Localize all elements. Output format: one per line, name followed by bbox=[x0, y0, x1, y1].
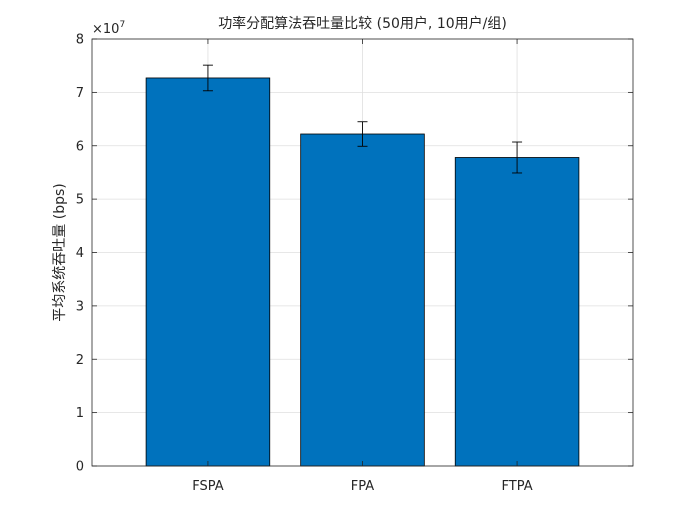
y-tick-label: 4 bbox=[76, 246, 84, 261]
y-tick-label: 7 bbox=[76, 86, 84, 101]
y-tick-label: 8 bbox=[76, 33, 84, 48]
axis-ticks bbox=[92, 38, 633, 467]
x-tick-label: FSPA bbox=[192, 479, 224, 494]
error-bar-ftpa bbox=[512, 141, 523, 174]
y-tick-label: 3 bbox=[76, 299, 84, 314]
y-axis-exponent: ×107 bbox=[92, 20, 125, 37]
bar-fspa bbox=[145, 77, 271, 467]
bar-series bbox=[145, 77, 580, 467]
x-tick-label: FPA bbox=[351, 479, 374, 494]
error-bar-fpa bbox=[357, 121, 368, 147]
y-tick-label: 1 bbox=[76, 406, 84, 421]
error-bar-fspa bbox=[202, 64, 213, 92]
y-tick-label: 2 bbox=[76, 353, 84, 368]
bar-fpa bbox=[300, 133, 425, 467]
y-axis-label: 平均系统吞吐量 (bps) bbox=[52, 183, 68, 321]
x-tick-label: FTPA bbox=[502, 479, 533, 494]
x-tick-labels: FSPA FPA FTPA bbox=[192, 479, 532, 494]
bar-ftpa bbox=[454, 157, 580, 467]
error-bars bbox=[202, 64, 523, 174]
chart-title: 功率分配算法吞吐量比较 (50用户, 10用户/组) bbox=[218, 15, 507, 32]
y-tick-label: 6 bbox=[76, 139, 84, 154]
y-tick-label: 5 bbox=[76, 193, 84, 208]
y-tick-labels: 0 1 2 3 4 5 6 7 8 bbox=[76, 33, 84, 475]
y-tick-label: 0 bbox=[76, 460, 84, 475]
